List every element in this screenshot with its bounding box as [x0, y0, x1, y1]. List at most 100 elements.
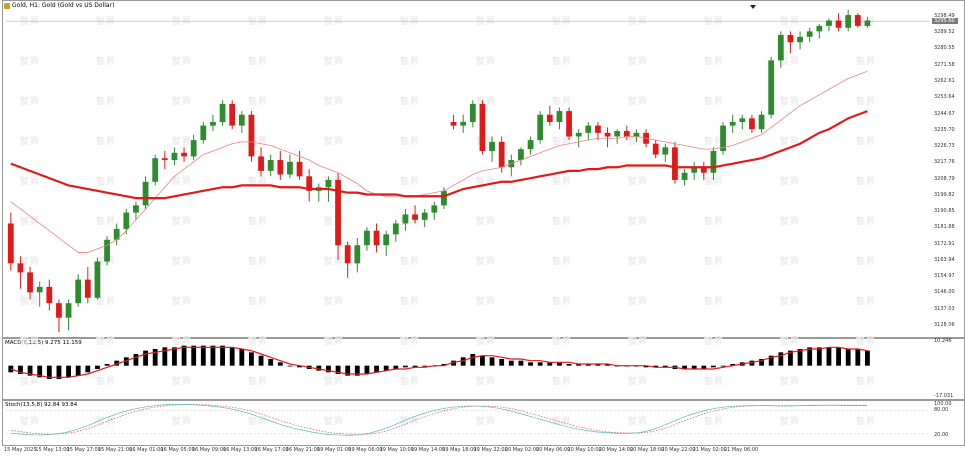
watermark-text: 智昇 — [628, 337, 649, 347]
macd-histogram-bar — [297, 365, 302, 368]
candle-body — [142, 181, 149, 206]
watermark-text: 智昇 — [628, 297, 649, 307]
macd-histogram-bar — [66, 365, 71, 378]
macd-histogram-bar — [691, 365, 697, 369]
watermark-text: 智昇 — [20, 257, 41, 267]
watermark-text: 智昇 — [248, 137, 269, 147]
candle-body — [826, 20, 832, 26]
candle-body — [229, 103, 236, 126]
watermark-text: 智昇 — [20, 17, 41, 27]
macd-histogram-bar — [865, 350, 870, 366]
watermark-text: 智昇 — [704, 97, 725, 107]
macd-histogram-bar — [287, 365, 293, 367]
candle-body — [460, 121, 467, 126]
watermark-text: 智昇 — [20, 57, 41, 67]
watermark-text: 智昇 — [400, 297, 421, 307]
watermark-text: 智昇 — [704, 337, 725, 347]
macd-histogram-bar — [470, 354, 476, 366]
watermark-text: 智昇 — [780, 177, 801, 187]
watermark-text: 智昇 — [324, 377, 345, 387]
time-axis-label: 19 May 22:00 — [473, 447, 508, 453]
macd-histogram-bar — [537, 362, 543, 366]
candle-body — [450, 121, 457, 126]
candle-body — [94, 261, 101, 298]
watermark-text: 智昇 — [248, 377, 269, 387]
time-axis-label: 16 May 01:00 — [129, 447, 164, 453]
macd-histogram-bar — [104, 364, 110, 366]
watermark-text: 智昇 — [628, 97, 649, 107]
candle-body — [210, 121, 216, 126]
watermark-text: 智昇 — [552, 137, 573, 147]
candle-body — [161, 158, 168, 161]
candle-body — [171, 152, 178, 161]
price-axis-label: 3280.55 — [934, 45, 955, 52]
watermark-text: 智昇 — [856, 57, 877, 67]
price-axis-label: 3128.06 — [934, 321, 955, 328]
watermark-text: 智昇 — [780, 417, 801, 427]
candle-body — [123, 212, 130, 229]
candle-body — [604, 132, 611, 137]
watermark-text: 智昇 — [172, 57, 193, 67]
watermark-text: 智昇 — [400, 337, 421, 347]
time-axis-label: 19 May 06:00 — [348, 447, 383, 453]
symbol-icon — [4, 2, 10, 9]
macd-histogram-bar — [788, 350, 793, 366]
macd-histogram-bar — [807, 347, 813, 366]
candle-body — [113, 228, 120, 240]
watermark-text: 智昇 — [400, 97, 421, 107]
time-axis-label: 19 May 01:00 — [317, 447, 352, 453]
watermark-text: 智昇 — [96, 177, 117, 187]
candle-body — [412, 214, 418, 220]
candle-body — [277, 160, 284, 175]
candle-body — [806, 31, 813, 37]
macd-histogram-bar — [316, 365, 322, 371]
macd-histogram-bar — [682, 365, 687, 369]
watermark-text: 智昇 — [780, 297, 801, 307]
time-axis-label: 19 May 14:00 — [410, 447, 446, 453]
candle-body — [777, 34, 784, 61]
candle-body — [546, 114, 553, 122]
watermark-text: 智昇 — [856, 297, 877, 307]
macd-histogram-bar — [662, 365, 668, 368]
candle-body — [248, 114, 255, 157]
watermark-text: 智昇 — [628, 417, 649, 427]
ma-slow-line — [10, 110, 868, 200]
watermark-text: 智昇 — [476, 137, 497, 147]
candle-body — [190, 140, 197, 157]
watermark-text: 智昇 — [552, 297, 573, 307]
macd-histogram-bar — [480, 355, 485, 366]
watermark-text: 智昇 — [552, 17, 573, 27]
candle-body — [296, 161, 303, 177]
watermark-text: 智昇 — [628, 17, 649, 27]
candle-body — [27, 272, 33, 293]
watermark-text: 智昇 — [476, 337, 497, 347]
candle-body — [585, 125, 592, 133]
watermark-text: 智昇 — [172, 377, 193, 387]
candle-body — [364, 230, 370, 246]
candle-body — [344, 245, 351, 264]
watermark-text: 智昇 — [400, 377, 421, 387]
down-arrow-icon — [750, 5, 756, 9]
macd-histogram-bar — [816, 347, 822, 366]
watermark-text: 智昇 — [704, 57, 725, 67]
macd-histogram-bar — [364, 365, 370, 374]
candle-body — [672, 147, 678, 180]
macd-histogram-bar — [759, 359, 764, 366]
time-axis-label: 16 May 17:00 — [254, 447, 289, 453]
watermark-text: 智昇 — [96, 97, 117, 107]
candle-body — [181, 152, 187, 157]
macd-histogram-bar — [37, 365, 43, 378]
watermark-text: 智昇 — [704, 377, 725, 387]
current-price-tag: 3295.60 — [932, 18, 958, 25]
candle-body — [84, 279, 91, 298]
candle-body — [267, 160, 274, 171]
candle-body — [854, 15, 861, 26]
watermark-text: 智昇 — [324, 417, 345, 427]
candle-body — [700, 167, 707, 173]
candle-body — [373, 230, 380, 246]
watermark-text: 智昇 — [476, 217, 497, 227]
watermark-text: 智昇 — [20, 377, 41, 387]
candle-body — [335, 179, 341, 246]
time-axis-label: 15 May 21:00 — [97, 447, 133, 453]
